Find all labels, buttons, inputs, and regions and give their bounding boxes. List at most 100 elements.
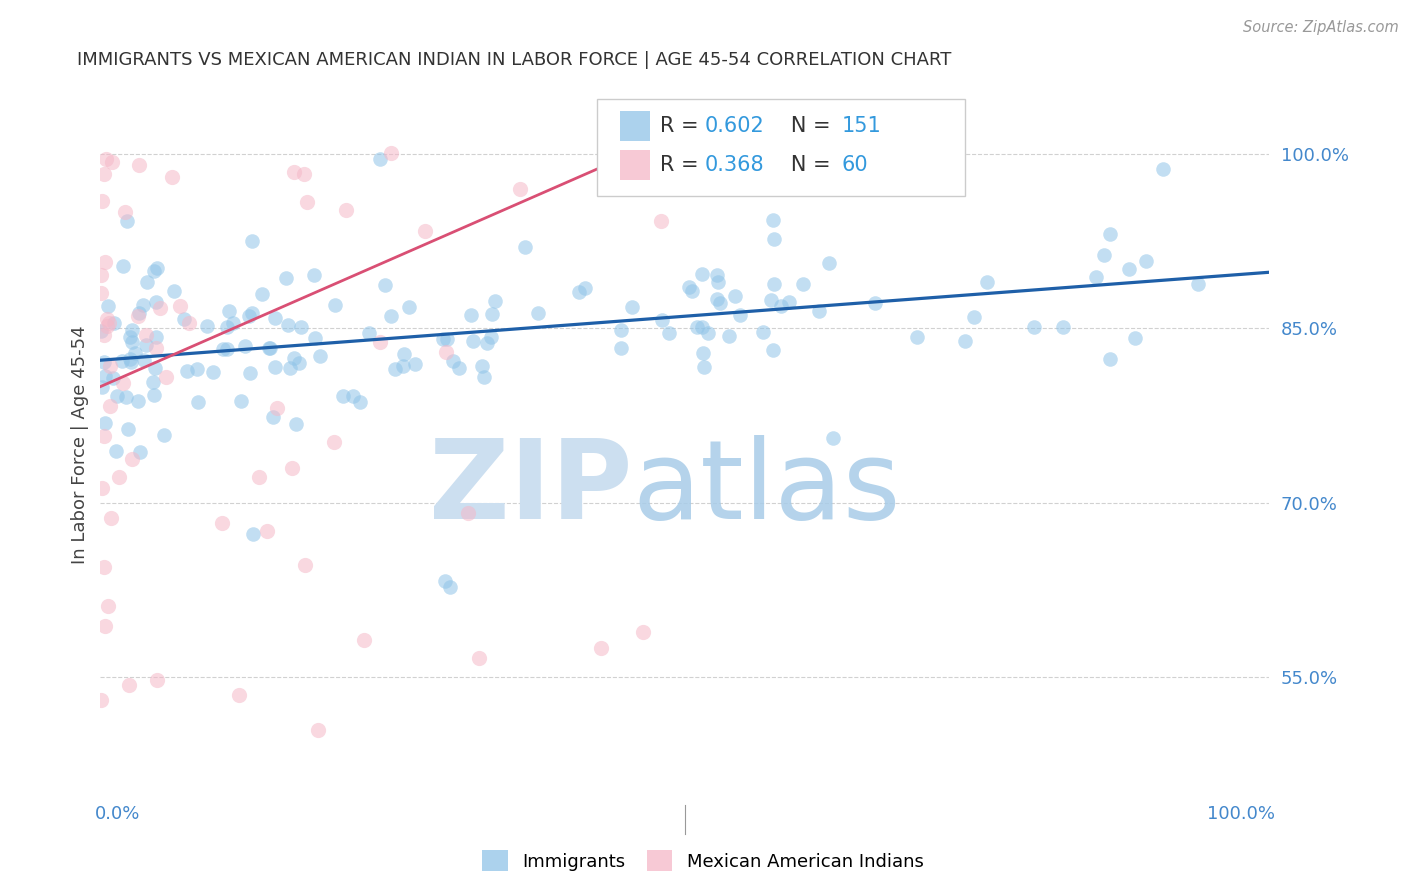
FancyBboxPatch shape bbox=[620, 111, 650, 141]
Point bbox=[134, 352, 156, 367]
Point bbox=[93, 328, 115, 343]
Point bbox=[778, 294, 800, 309]
Point bbox=[222, 316, 245, 330]
Point bbox=[1125, 331, 1147, 345]
Point bbox=[215, 343, 238, 357]
Point bbox=[681, 284, 703, 298]
Point bbox=[277, 318, 299, 333]
Legend: Immigrants, Mexican American Indians: Immigrants, Mexican American Indians bbox=[475, 843, 931, 879]
Point bbox=[692, 345, 714, 359]
Point bbox=[471, 359, 494, 373]
Point bbox=[127, 309, 149, 323]
Point bbox=[100, 359, 122, 373]
Point bbox=[368, 152, 391, 166]
Point bbox=[129, 445, 152, 459]
Point bbox=[392, 346, 415, 360]
Point bbox=[127, 393, 149, 408]
Point bbox=[1052, 320, 1074, 334]
Point bbox=[432, 332, 454, 346]
Point bbox=[472, 370, 495, 384]
Point bbox=[93, 429, 115, 443]
Point bbox=[413, 223, 436, 237]
Point bbox=[443, 354, 465, 368]
Point bbox=[294, 558, 316, 572]
Point bbox=[398, 300, 420, 314]
Point bbox=[636, 136, 658, 150]
Point bbox=[1118, 261, 1140, 276]
Point bbox=[105, 444, 128, 458]
Point bbox=[136, 275, 159, 289]
Point bbox=[651, 312, 673, 326]
Point bbox=[284, 417, 307, 432]
Point bbox=[589, 641, 612, 656]
Point bbox=[762, 212, 785, 227]
Point bbox=[97, 599, 120, 614]
Point bbox=[146, 261, 169, 276]
Point bbox=[211, 516, 233, 530]
Point bbox=[145, 330, 167, 344]
Point bbox=[380, 146, 402, 161]
Point bbox=[283, 351, 305, 366]
Point bbox=[186, 361, 208, 376]
Point bbox=[111, 259, 134, 273]
Point bbox=[93, 167, 115, 181]
Text: 0.368: 0.368 bbox=[704, 155, 765, 175]
Text: 100.0%: 100.0% bbox=[1206, 805, 1275, 823]
Point bbox=[761, 293, 783, 308]
Point bbox=[752, 326, 775, 340]
Point bbox=[436, 333, 458, 347]
Point bbox=[368, 335, 391, 350]
Point bbox=[229, 394, 252, 409]
Point bbox=[762, 277, 785, 291]
Point bbox=[447, 361, 470, 376]
Point bbox=[215, 320, 238, 334]
Point bbox=[101, 371, 124, 385]
Point bbox=[697, 326, 720, 340]
Point bbox=[233, 339, 256, 353]
Point bbox=[288, 356, 311, 370]
Point bbox=[1187, 277, 1209, 291]
Point bbox=[111, 353, 134, 368]
Point bbox=[117, 422, 139, 436]
Point bbox=[953, 334, 976, 349]
Point bbox=[434, 345, 457, 359]
Point bbox=[266, 401, 288, 415]
Point bbox=[769, 299, 792, 313]
Point bbox=[195, 318, 218, 333]
Point bbox=[706, 268, 728, 282]
Point bbox=[90, 268, 112, 283]
Point bbox=[574, 281, 596, 295]
Text: ZIP: ZIP bbox=[429, 434, 633, 541]
Point bbox=[380, 309, 402, 323]
Point bbox=[91, 481, 114, 495]
Point bbox=[97, 299, 120, 313]
Point bbox=[678, 280, 700, 294]
Point bbox=[479, 330, 502, 344]
Point bbox=[103, 317, 125, 331]
Point bbox=[97, 316, 120, 330]
Point bbox=[808, 303, 831, 318]
Point bbox=[374, 277, 396, 292]
Point bbox=[307, 723, 329, 737]
Text: R =: R = bbox=[661, 155, 706, 175]
Point bbox=[686, 320, 709, 334]
Point bbox=[259, 341, 281, 355]
Point bbox=[1098, 227, 1121, 241]
Point bbox=[94, 255, 117, 269]
Point bbox=[142, 264, 165, 278]
Point bbox=[302, 268, 325, 282]
Point bbox=[101, 154, 124, 169]
Point bbox=[263, 311, 285, 326]
Text: 60: 60 bbox=[841, 155, 868, 175]
Point bbox=[169, 299, 191, 313]
Point bbox=[283, 164, 305, 178]
Point bbox=[176, 364, 198, 378]
Point bbox=[93, 417, 115, 431]
Point bbox=[107, 470, 129, 484]
Text: R =: R = bbox=[661, 116, 706, 136]
Point bbox=[142, 375, 165, 389]
Point bbox=[93, 559, 115, 574]
Point bbox=[94, 368, 117, 383]
Point bbox=[1024, 319, 1046, 334]
Point bbox=[335, 202, 357, 217]
